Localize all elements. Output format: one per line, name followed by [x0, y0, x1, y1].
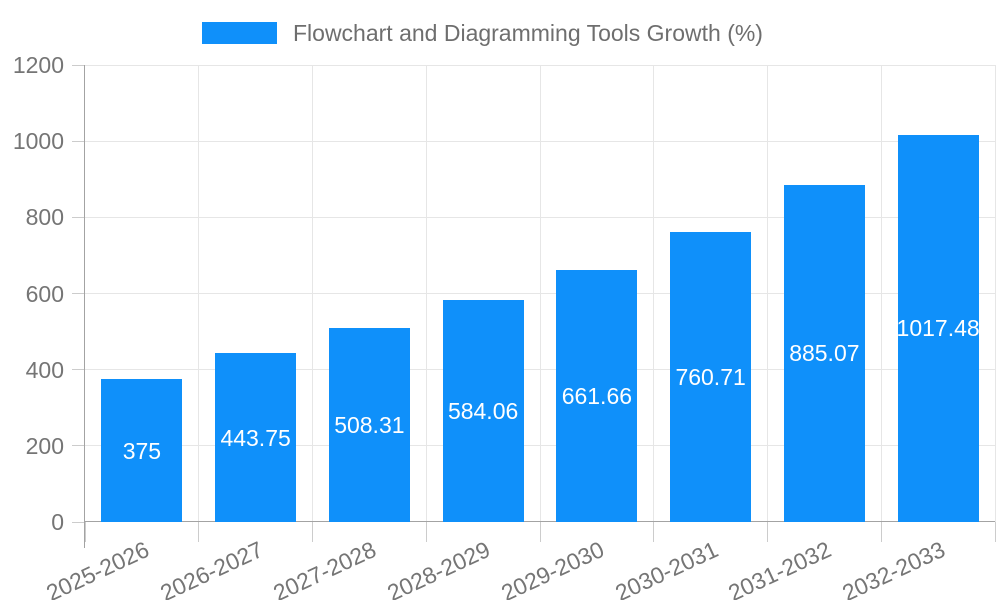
y-tick: [72, 445, 85, 447]
bar-value-label: 661.66: [561, 383, 633, 409]
v-gridline: [767, 65, 768, 522]
x-tick: [880, 522, 882, 542]
x-tick: [539, 522, 541, 542]
y-axis-label: 1000: [12, 128, 64, 155]
y-tick: [72, 293, 85, 294]
y-axis-label: 1200: [12, 52, 64, 78]
y-axis-label: 600: [25, 280, 64, 307]
y-tick: [72, 216, 85, 218]
y-tick: [72, 369, 85, 371]
bar-value-label: 508.31: [334, 412, 405, 439]
y-axis-label: 400: [25, 356, 64, 383]
bar[interactable]: [783, 184, 865, 522]
y-axis-label: 200: [25, 432, 64, 459]
legend-swatch: [202, 22, 277, 44]
bar[interactable]: [101, 379, 183, 522]
legend: Flowchart and Diagramming Tools Growth (…: [202, 21, 763, 45]
bar-value-label: 584.06: [447, 397, 519, 424]
x-tick: [312, 522, 313, 542]
v-gridline: [312, 65, 313, 522]
v-gridline: [994, 65, 996, 522]
x-axis-label: 2025-2026: [42, 536, 153, 600]
bar-value-label: 760.71: [675, 364, 746, 391]
x-tick: [84, 522, 86, 542]
bar[interactable]: [897, 134, 979, 522]
v-gridline: [539, 65, 541, 522]
y-tick: [72, 140, 85, 142]
y-tick: [72, 64, 85, 66]
y-axis-label: 0: [51, 509, 64, 535]
v-gridline: [653, 65, 655, 522]
bar-value-label: 443.75: [220, 424, 291, 451]
v-gridline: [880, 65, 882, 522]
x-tick: [994, 522, 996, 542]
bar[interactable]: [442, 299, 524, 522]
bar-value-label: 1017.48: [896, 315, 980, 342]
x-axis-line: [84, 521, 995, 522]
bar[interactable]: [328, 328, 410, 522]
v-gridline: [425, 65, 427, 522]
x-tick: [767, 522, 768, 542]
legend-label: Flowchart and Diagramming Tools Growth (…: [293, 20, 763, 46]
bar[interactable]: [670, 232, 752, 522]
y-tick: [72, 521, 85, 523]
x-tick: [653, 522, 655, 542]
bar-value-label: 375: [122, 437, 162, 464]
x-tick: [425, 522, 427, 542]
y-axis-label: 800: [25, 204, 64, 231]
y-axis-line: [84, 65, 85, 548]
bar[interactable]: [215, 353, 297, 522]
v-gridline: [198, 65, 200, 522]
x-tick: [198, 522, 200, 542]
bar[interactable]: [556, 270, 638, 522]
bar-value-label: 885.07: [789, 340, 860, 367]
